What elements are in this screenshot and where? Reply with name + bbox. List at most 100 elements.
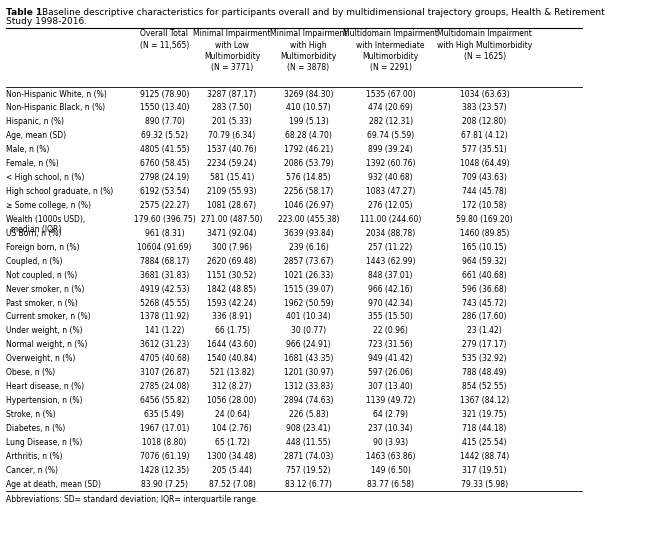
Text: 3471 (92.04): 3471 (92.04) xyxy=(207,229,257,238)
Text: 597 (26.06): 597 (26.06) xyxy=(368,368,413,377)
Text: Minimal Impairment
with High
Multimorbidity
(N = 3878): Minimal Impairment with High Multimorbid… xyxy=(270,29,347,72)
Text: Non-Hispanic Black, n (%): Non-Hispanic Black, n (%) xyxy=(6,103,105,113)
Text: 24 (0.64): 24 (0.64) xyxy=(215,410,250,419)
Text: 23 (1.42): 23 (1.42) xyxy=(467,326,502,336)
Text: 201 (5.33): 201 (5.33) xyxy=(212,117,252,126)
Text: 577 (35.51): 577 (35.51) xyxy=(462,145,507,154)
Text: 111.00 (244.60): 111.00 (244.60) xyxy=(360,215,421,224)
Text: 3639 (93.84): 3639 (93.84) xyxy=(284,229,333,238)
Text: 300 (7.96): 300 (7.96) xyxy=(212,243,252,252)
Text: 1443 (62.99): 1443 (62.99) xyxy=(366,257,415,266)
Text: 312 (8.27): 312 (8.27) xyxy=(212,382,252,391)
Text: 1056 (28.00): 1056 (28.00) xyxy=(207,396,257,405)
Text: 1460 (89.85): 1460 (89.85) xyxy=(460,229,509,238)
Text: Cancer, n (%): Cancer, n (%) xyxy=(6,466,58,475)
Text: 2109 (55.93): 2109 (55.93) xyxy=(207,187,257,196)
Text: 961 (8.31): 961 (8.31) xyxy=(145,229,184,238)
Text: 2620 (69.48): 2620 (69.48) xyxy=(207,257,257,266)
Text: 854 (52.55): 854 (52.55) xyxy=(462,382,507,391)
Text: 576 (14.85): 576 (14.85) xyxy=(286,173,330,182)
Text: 205 (5.44): 205 (5.44) xyxy=(212,466,252,475)
Text: Age at death, mean (SD): Age at death, mean (SD) xyxy=(6,480,101,489)
Text: Never smoker, n (%): Never smoker, n (%) xyxy=(6,285,84,294)
Text: 1018 (8.80): 1018 (8.80) xyxy=(142,438,187,447)
Text: Non-Hispanic White, n (%): Non-Hispanic White, n (%) xyxy=(6,90,106,99)
Text: 964 (59.32): 964 (59.32) xyxy=(462,257,507,266)
Text: High school graduate, n (%): High school graduate, n (%) xyxy=(6,187,113,196)
Text: Coupled, n (%): Coupled, n (%) xyxy=(6,257,62,266)
Text: Normal weight, n (%): Normal weight, n (%) xyxy=(6,340,87,349)
Text: Stroke, n (%): Stroke, n (%) xyxy=(6,410,56,419)
Text: 282 (12.31): 282 (12.31) xyxy=(369,117,413,126)
Text: 535 (32.92): 535 (32.92) xyxy=(462,354,507,363)
Text: 635 (5.49): 635 (5.49) xyxy=(145,410,185,419)
Text: 1378 (11.92): 1378 (11.92) xyxy=(140,312,189,322)
Text: 1967 (17.01): 1967 (17.01) xyxy=(140,424,189,433)
Text: 1681 (43.35): 1681 (43.35) xyxy=(284,354,333,363)
Text: 970 (42.34): 970 (42.34) xyxy=(368,299,413,308)
Text: 83.90 (7.25): 83.90 (7.25) xyxy=(141,480,188,489)
Text: 757 (19.52): 757 (19.52) xyxy=(286,466,330,475)
Text: 83.12 (6.77): 83.12 (6.77) xyxy=(285,480,332,489)
Text: 788 (48.49): 788 (48.49) xyxy=(462,368,507,377)
Text: 1034 (63.63): 1034 (63.63) xyxy=(460,90,509,99)
Text: 1550 (13.40): 1550 (13.40) xyxy=(140,103,189,113)
Text: 2575 (22.27): 2575 (22.27) xyxy=(140,201,189,210)
Text: 3612 (31.23): 3612 (31.23) xyxy=(140,340,189,349)
Text: 1367 (84.12): 1367 (84.12) xyxy=(460,396,509,405)
Text: 1842 (48.85): 1842 (48.85) xyxy=(207,285,257,294)
Text: 949 (41.42): 949 (41.42) xyxy=(369,354,413,363)
Text: 1442 (88.74): 1442 (88.74) xyxy=(460,452,509,461)
Text: 355 (15.50): 355 (15.50) xyxy=(368,312,413,322)
Text: Age, mean (SD): Age, mean (SD) xyxy=(6,131,66,140)
Text: 179.60 (396.75): 179.60 (396.75) xyxy=(134,215,195,224)
Text: 283 (7.50): 283 (7.50) xyxy=(212,103,252,113)
Text: 2234 (59.24): 2234 (59.24) xyxy=(207,159,257,168)
Text: 899 (39.24): 899 (39.24) xyxy=(369,145,413,154)
Text: US Born, n (%): US Born, n (%) xyxy=(6,229,62,238)
Text: 1962 (50.59): 1962 (50.59) xyxy=(284,299,333,308)
Text: Table 1.: Table 1. xyxy=(6,8,45,17)
Text: < High school, n (%): < High school, n (%) xyxy=(6,173,84,182)
Text: 1139 (49.72): 1139 (49.72) xyxy=(366,396,415,405)
Text: 2256 (58.17): 2256 (58.17) xyxy=(284,187,333,196)
Text: 5268 (45.55): 5268 (45.55) xyxy=(140,299,189,308)
Text: 239 (6.16): 239 (6.16) xyxy=(288,243,328,252)
Text: 64 (2.79): 64 (2.79) xyxy=(373,410,408,419)
Text: 1428 (12.35): 1428 (12.35) xyxy=(140,466,189,475)
Text: Baseline descriptive characteristics for participants overall and by multidimens: Baseline descriptive characteristics for… xyxy=(42,8,605,17)
Text: 69.32 (5.52): 69.32 (5.52) xyxy=(141,131,188,140)
Text: 410 (10.57): 410 (10.57) xyxy=(286,103,330,113)
Text: 3107 (26.87): 3107 (26.87) xyxy=(140,368,189,377)
Text: 661 (40.68): 661 (40.68) xyxy=(462,271,507,280)
Text: 383 (23.57): 383 (23.57) xyxy=(462,103,507,113)
Text: 581 (15.41): 581 (15.41) xyxy=(210,173,254,182)
Text: 743 (45.72): 743 (45.72) xyxy=(462,299,507,308)
Text: 709 (43.63): 709 (43.63) xyxy=(462,173,507,182)
Text: Obese, n (%): Obese, n (%) xyxy=(6,368,55,377)
Text: 4805 (41.55): 4805 (41.55) xyxy=(140,145,189,154)
Text: 237 (10.34): 237 (10.34) xyxy=(369,424,413,433)
Text: 4705 (40.68): 4705 (40.68) xyxy=(140,354,189,363)
Text: 848 (37.01): 848 (37.01) xyxy=(369,271,413,280)
Text: 70.79 (6.34): 70.79 (6.34) xyxy=(209,131,256,140)
Text: Hispanic, n (%): Hispanic, n (%) xyxy=(6,117,64,126)
Text: 279 (17.17): 279 (17.17) xyxy=(462,340,507,349)
Text: Arthritis, n (%): Arthritis, n (%) xyxy=(6,452,62,461)
Text: 1021 (26.33): 1021 (26.33) xyxy=(284,271,333,280)
Text: 744 (45.78): 744 (45.78) xyxy=(462,187,507,196)
Text: 90 (3.93): 90 (3.93) xyxy=(373,438,408,447)
Text: 966 (24.91): 966 (24.91) xyxy=(286,340,330,349)
Text: 22 (0.96): 22 (0.96) xyxy=(373,326,408,336)
Text: 1081 (28.67): 1081 (28.67) xyxy=(207,201,257,210)
Text: 7884 (68.17): 7884 (68.17) xyxy=(140,257,189,266)
Text: 1540 (40.84): 1540 (40.84) xyxy=(207,354,257,363)
Text: 1151 (30.52): 1151 (30.52) xyxy=(207,271,257,280)
Text: 3287 (87.17): 3287 (87.17) xyxy=(207,90,257,99)
Text: 165 (10.15): 165 (10.15) xyxy=(462,243,507,252)
Text: 172 (10.58): 172 (10.58) xyxy=(462,201,507,210)
Text: 1537 (40.76): 1537 (40.76) xyxy=(207,145,257,154)
Text: 104 (2.76): 104 (2.76) xyxy=(212,424,252,433)
Text: 208 (12.80): 208 (12.80) xyxy=(462,117,506,126)
Text: 10604 (91.69): 10604 (91.69) xyxy=(137,243,191,252)
